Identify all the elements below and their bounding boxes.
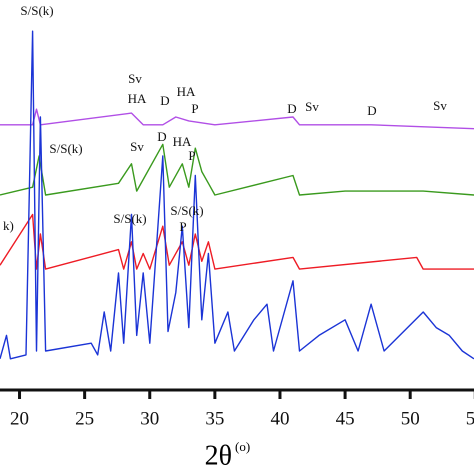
xrd-trace xyxy=(0,30,474,360)
peak-annotation: P xyxy=(188,148,195,163)
peak-annotation: P xyxy=(179,219,186,234)
peak-annotation: Sv xyxy=(433,98,447,113)
x-tick-label: 35 xyxy=(205,408,224,429)
peak-annotation: Sv xyxy=(305,99,319,114)
peak-annotation: D xyxy=(367,103,376,118)
x-tick-label: 45 xyxy=(336,408,355,429)
peak-annotation: S/S(k) xyxy=(49,141,82,156)
peak-annotation: D xyxy=(160,93,169,108)
x-tick-label: 40 xyxy=(270,408,289,429)
peak-annotation: HA xyxy=(177,84,196,99)
peak-annotation: P xyxy=(191,101,198,116)
x-tick-label: 50 xyxy=(401,408,420,429)
peak-annotation: S/S(k) xyxy=(113,211,146,226)
peak-annotation: D xyxy=(287,101,296,116)
peak-annotation: Sv xyxy=(128,71,142,86)
xrd-trace xyxy=(0,143,474,196)
peak-annotation: Sv xyxy=(130,139,144,154)
peak-annotation: k) xyxy=(3,218,14,233)
peak-annotation: D xyxy=(157,129,166,144)
peak-annotation: S/S(k) xyxy=(170,203,203,218)
peak-annotation: HA xyxy=(173,134,192,149)
x-tick-label: 20 xyxy=(10,408,29,429)
x-tick-label: 55 xyxy=(466,408,474,429)
x-axis-unit: (o) xyxy=(235,439,250,454)
x-tick-label: 30 xyxy=(140,408,159,429)
xrd-trace xyxy=(0,108,474,130)
x-tick-label: 25 xyxy=(75,408,94,429)
peak-annotation: HA xyxy=(128,91,147,106)
xrd-trace xyxy=(0,213,474,270)
x-axis-label: 2θ xyxy=(205,440,232,471)
peak-annotation: S/S(k) xyxy=(20,3,53,18)
